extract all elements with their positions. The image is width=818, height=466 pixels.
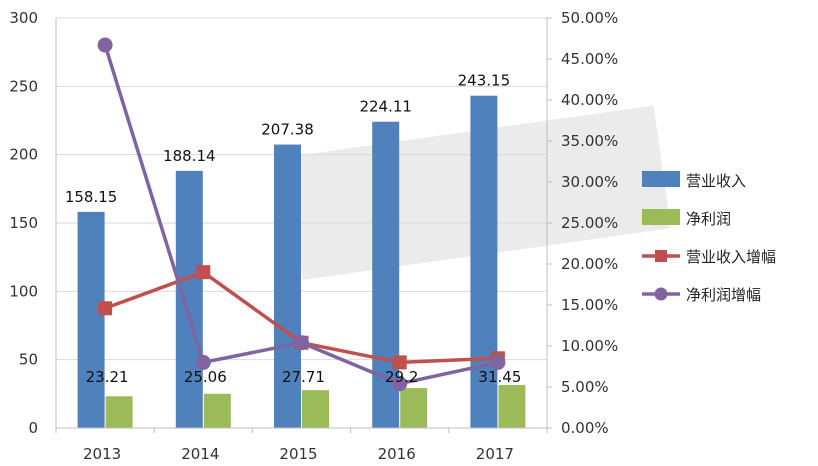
marker-circle: [490, 354, 506, 370]
y-right-tick-label: 45.00%: [561, 50, 618, 68]
bar-营业收入: [470, 95, 498, 428]
y-right-tick-label: 10.00%: [561, 337, 618, 355]
data-label: 31.45: [478, 368, 521, 386]
legend-swatch: [642, 171, 680, 187]
legend-label: 净利润增幅: [686, 286, 761, 304]
marker-square: [98, 301, 113, 316]
legend-marker: [654, 287, 668, 301]
y-left-tick-label: 0: [28, 419, 38, 437]
y-left-tick-label: 100: [9, 282, 38, 300]
x-tick-label: 2017: [476, 445, 514, 463]
data-label: 243.15: [458, 72, 511, 90]
data-label: 224.11: [359, 98, 412, 116]
y-right-tick-label: 35.00%: [561, 132, 618, 150]
y-left-tick-label: 300: [9, 9, 38, 27]
marker-circle: [392, 376, 408, 392]
legend-label: 净利润: [686, 210, 731, 228]
y-right-tick-label: 30.00%: [561, 173, 618, 191]
bar-净利润: [302, 390, 329, 428]
y-right-tick-label: 0.00%: [561, 419, 609, 437]
y-left-tick-label: 200: [9, 146, 38, 164]
marker-square: [196, 265, 211, 280]
x-tick-label: 2014: [181, 445, 219, 463]
y-right-tick-label: 25.00%: [561, 214, 618, 232]
y-left-tick-label: 150: [9, 214, 38, 232]
marker-circle: [195, 354, 211, 370]
marker-circle: [294, 335, 309, 351]
bar-净利润: [498, 385, 526, 428]
y-left-tick-label: 250: [9, 77, 38, 95]
axes: 0 50 100 150 200 250 300 0.00% 5.00% 10.00% 15.00%…: [9, 9, 618, 463]
data-label: 25.06: [184, 368, 227, 386]
y-right-tick-label: 50.00%: [561, 9, 618, 27]
y-left-tick-label: 50: [19, 351, 38, 369]
y-right-tick-label: 15.00%: [561, 296, 618, 314]
y-right-tick-label: 40.00%: [561, 91, 618, 109]
data-label: 158.15: [65, 188, 118, 206]
data-labels: 158.15 188.14 207.38 224.11 243.15 23.21 25.06…: [65, 72, 522, 386]
legend-marker: [655, 250, 667, 262]
data-label: 29.2: [385, 368, 418, 386]
legend-swatch: [642, 209, 680, 225]
x-tick-label: 2013: [83, 445, 121, 463]
y-right-tick-label: 20.00%: [561, 255, 618, 273]
data-label: 27.71: [282, 368, 325, 386]
bar-营业收入: [274, 144, 301, 428]
bar-净利润: [203, 393, 231, 428]
bar-净利润: [105, 396, 133, 428]
bar-净利润: [400, 388, 428, 428]
data-label: 207.38: [261, 121, 314, 139]
legend-label: 营业收入: [686, 172, 746, 190]
bars: [77, 95, 526, 428]
legend-label: 营业收入增幅: [686, 248, 776, 266]
bar-营业收入: [77, 211, 105, 428]
x-tick-label: 2016: [378, 445, 416, 463]
lines: [97, 37, 506, 392]
bar-营业收入: [175, 170, 203, 428]
y-right-tick-label: 5.00%: [561, 378, 609, 396]
x-tick-label: 2015: [279, 445, 317, 463]
marker-circle: [97, 37, 113, 53]
marker-square: [392, 355, 407, 370]
data-label: 188.14: [163, 147, 216, 165]
data-label: 23.21: [86, 368, 129, 386]
